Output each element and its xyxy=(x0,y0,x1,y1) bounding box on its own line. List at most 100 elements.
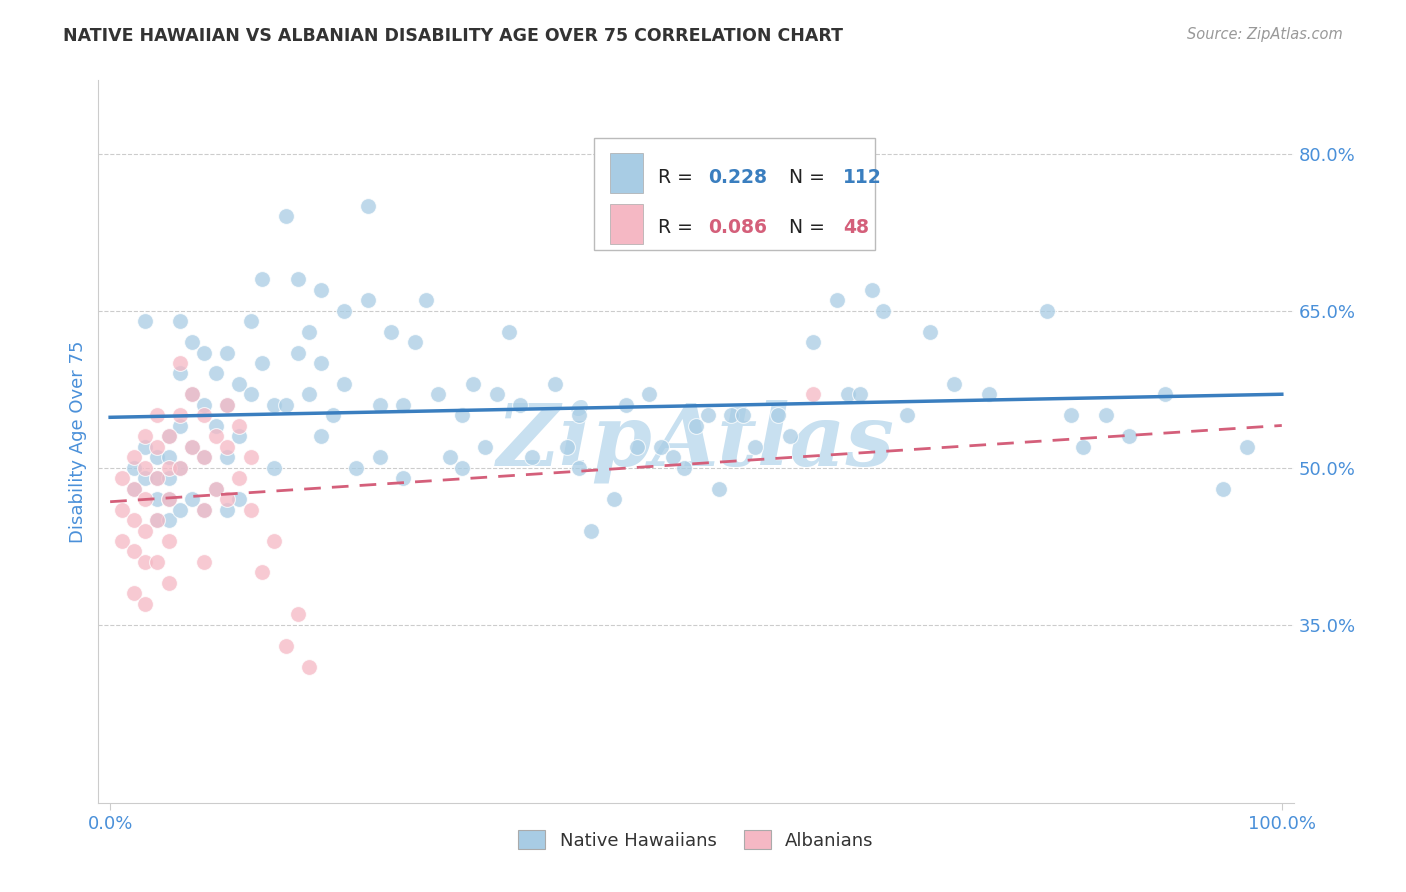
Point xyxy=(169,502,191,516)
Point xyxy=(122,482,145,496)
Point xyxy=(274,398,297,412)
Point xyxy=(1236,440,1258,454)
Bar xyxy=(610,204,644,244)
Point xyxy=(872,303,894,318)
Point xyxy=(263,398,285,412)
Point xyxy=(193,502,215,516)
Point xyxy=(193,398,215,412)
Point xyxy=(228,471,250,485)
Point xyxy=(146,492,169,507)
Point xyxy=(357,199,380,213)
Point xyxy=(169,409,191,423)
Point xyxy=(252,356,274,370)
Text: Source: ZipAtlas.com: Source: ZipAtlas.com xyxy=(1187,27,1343,42)
Point xyxy=(239,502,262,516)
Point xyxy=(157,429,180,443)
Point xyxy=(1153,387,1175,401)
Point xyxy=(263,534,285,549)
Point xyxy=(801,387,824,401)
Point xyxy=(333,303,356,318)
Point xyxy=(193,502,215,516)
Point xyxy=(309,283,332,297)
Point xyxy=(217,345,239,359)
Text: R =: R = xyxy=(658,168,699,186)
Point xyxy=(638,387,661,401)
Point xyxy=(368,450,391,465)
Point xyxy=(626,440,648,454)
Point xyxy=(122,460,145,475)
Text: 0.086: 0.086 xyxy=(709,219,766,237)
Point xyxy=(146,409,169,423)
Point xyxy=(309,429,332,443)
Point xyxy=(287,345,309,359)
Point xyxy=(134,460,156,475)
Point xyxy=(450,409,472,423)
Point xyxy=(134,471,156,485)
Point xyxy=(169,356,191,370)
Point xyxy=(134,492,156,507)
Point xyxy=(134,597,156,611)
Point xyxy=(146,513,169,527)
Point xyxy=(263,460,285,475)
Point xyxy=(825,293,848,308)
Point xyxy=(555,440,578,454)
Point xyxy=(744,440,766,454)
Point xyxy=(169,314,191,328)
Point xyxy=(709,482,731,496)
Point xyxy=(217,492,239,507)
Point xyxy=(204,482,226,496)
Point xyxy=(181,492,204,507)
FancyBboxPatch shape xyxy=(595,138,875,250)
Point xyxy=(122,513,145,527)
Point xyxy=(193,450,215,465)
Text: N =: N = xyxy=(778,219,831,237)
Point xyxy=(801,334,824,349)
Point xyxy=(217,398,239,412)
Text: N =: N = xyxy=(778,168,831,186)
Point xyxy=(603,492,626,507)
Point xyxy=(309,356,332,370)
Point xyxy=(696,409,718,423)
Point xyxy=(650,440,672,454)
Point xyxy=(146,471,169,485)
Point xyxy=(860,283,883,297)
Legend: Native Hawaiians, Albanians: Native Hawaiians, Albanians xyxy=(509,822,883,859)
Point xyxy=(181,440,204,454)
Point xyxy=(498,325,520,339)
Point xyxy=(134,314,156,328)
Point xyxy=(111,534,134,549)
Point xyxy=(111,471,134,485)
Point xyxy=(193,409,215,423)
Point xyxy=(977,387,1000,401)
Point xyxy=(779,429,801,443)
Point xyxy=(274,639,297,653)
Point xyxy=(146,555,169,569)
Point xyxy=(731,409,754,423)
Point xyxy=(404,334,426,349)
Point xyxy=(920,325,942,339)
Point xyxy=(392,398,415,412)
Point xyxy=(380,325,402,339)
Point xyxy=(228,376,250,391)
Point xyxy=(673,460,696,475)
Point xyxy=(427,387,450,401)
Point xyxy=(474,440,496,454)
Point xyxy=(228,429,250,443)
Point xyxy=(439,450,461,465)
Text: 48: 48 xyxy=(844,219,869,237)
Point xyxy=(169,460,191,475)
Point xyxy=(169,418,191,433)
Point xyxy=(134,440,156,454)
Point xyxy=(333,376,356,391)
Point xyxy=(146,471,169,485)
Point xyxy=(146,513,169,527)
Text: 0.228: 0.228 xyxy=(709,168,766,186)
Y-axis label: Disability Age Over 75: Disability Age Over 75 xyxy=(69,340,87,543)
Point xyxy=(157,429,180,443)
Point xyxy=(720,409,742,423)
Point xyxy=(157,492,180,507)
Point xyxy=(228,418,250,433)
Point xyxy=(450,460,472,475)
Point xyxy=(392,471,415,485)
Point xyxy=(1071,440,1094,454)
